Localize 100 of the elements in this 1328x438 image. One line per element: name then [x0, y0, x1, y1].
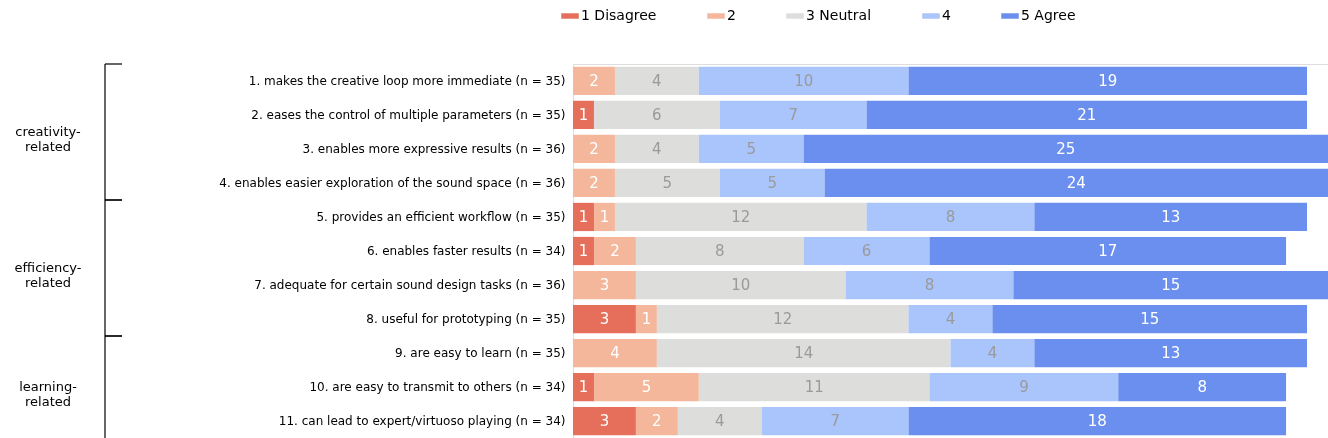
bar: [573, 304, 636, 334]
y-tick-label: 3. enables more expressive results (n = 36): [302, 141, 566, 156]
y-tick-label: 10. are easy to transmit to others (n = 34): [309, 380, 566, 395]
bar: [719, 100, 867, 129]
data-label: 10: [731, 276, 751, 295]
bar: [573, 66, 615, 95]
data-label: 1: [578, 242, 589, 260]
data-label: 17: [1098, 242, 1118, 260]
legend-label: 2: [727, 7, 736, 23]
bar: [573, 168, 615, 198]
bar: [803, 236, 930, 266]
bar: [573, 202, 594, 232]
legend-label: 3 Neutral: [806, 7, 872, 23]
y-tick-label: 8. useful for prototyping (n = 35): [366, 312, 566, 327]
bar: [573, 338, 657, 368]
data-label: 13: [1161, 344, 1181, 363]
data-label: 25: [1056, 139, 1076, 158]
y-tick-label: 6. enables faster results (n = 34): [366, 244, 566, 258]
bar: [698, 373, 930, 402]
y-tick-label: 1. makes the creative loop more immediate (n = 35): [248, 73, 566, 88]
data-label: 7: [830, 412, 840, 431]
data-label: 2: [589, 173, 599, 192]
data-label: 10: [794, 71, 814, 90]
data-label: 19: [1098, 71, 1118, 90]
data-label: 12: [731, 207, 751, 226]
text: efficiency-related: [14, 260, 82, 290]
data-label: 3: [599, 310, 610, 329]
data-label: 12: [773, 310, 793, 329]
bar: [908, 66, 1308, 95]
bar: [635, 236, 804, 266]
bar: [593, 373, 699, 402]
data-label: 4: [610, 344, 620, 363]
bar: [1118, 373, 1287, 402]
data-label: 8: [715, 242, 725, 260]
bar: [1034, 338, 1308, 368]
data-label: 5: [767, 173, 778, 192]
data-label: 24: [1066, 173, 1086, 192]
bar: [1034, 202, 1308, 232]
data-label: 5: [746, 139, 757, 158]
bar: [635, 407, 678, 436]
bar: [950, 338, 1035, 368]
data-label: 8: [1197, 378, 1207, 397]
data-label: 4: [987, 344, 998, 363]
bar: [929, 236, 1287, 266]
bar: [614, 202, 867, 232]
data-label: 4: [652, 139, 662, 158]
bar: [573, 236, 594, 266]
data-label: 1: [578, 378, 589, 397]
data-label: 1: [578, 207, 589, 226]
data-label: 5: [641, 378, 652, 397]
bar: [761, 407, 909, 436]
legend-label: 4: [942, 7, 951, 23]
bar: [573, 134, 615, 164]
y-tick-label: 2. eases the control of multiple parameters (n = 35): [251, 107, 566, 122]
y-tick-label: 5. provides an efficient workflow (n = 35): [316, 209, 566, 224]
bar: [573, 373, 594, 402]
bar: [698, 66, 909, 95]
bar: [845, 270, 1014, 300]
bar: [614, 66, 699, 95]
bar: [719, 168, 825, 198]
y-tick-label: 9. are easy to learn (n = 35): [395, 346, 566, 361]
bar: [866, 202, 1035, 232]
text: learning-related: [19, 379, 78, 409]
bar: [593, 100, 720, 129]
bar: [614, 134, 699, 164]
bar: [1013, 270, 1328, 300]
data-label: 4: [945, 310, 956, 329]
data-label: 15: [1161, 276, 1181, 295]
bar: [656, 338, 951, 368]
bar: [635, 270, 846, 300]
bar: [573, 100, 594, 129]
data-label: 13: [1161, 207, 1181, 226]
bar: [573, 270, 636, 300]
data-label: 5: [662, 173, 673, 192]
bar: [908, 407, 1287, 436]
data-label: 1: [641, 310, 652, 329]
y-tick-label: 4. enables easier exploration of the sound space (n = 36): [219, 175, 566, 190]
text: creativity-related: [15, 124, 82, 154]
y-tick-label: 7. adequate for certain sound design tasks (n = 36): [254, 278, 566, 293]
data-label: 8: [945, 207, 956, 226]
data-label: 2: [652, 412, 662, 431]
bar: [929, 373, 1119, 402]
bar: [677, 407, 762, 436]
bar: [614, 168, 720, 198]
data-label: 2: [589, 71, 599, 90]
data-label: 9: [1019, 378, 1029, 397]
bar: [992, 304, 1308, 334]
bar: [593, 236, 636, 266]
data-label: 21: [1077, 105, 1097, 124]
data-label: 2: [610, 242, 620, 260]
data-label: 8: [924, 276, 935, 295]
bar: [573, 407, 636, 436]
data-label: 14: [794, 344, 814, 363]
y-tick-label: 11. can lead to expert/virtuoso playing (n = 34): [278, 414, 566, 429]
data-label: 2: [589, 139, 599, 158]
data-label: 3: [599, 276, 610, 295]
bar: [698, 134, 804, 164]
data-label: 7: [788, 105, 798, 124]
data-label: 6: [652, 105, 662, 124]
data-label: 3: [599, 412, 610, 431]
